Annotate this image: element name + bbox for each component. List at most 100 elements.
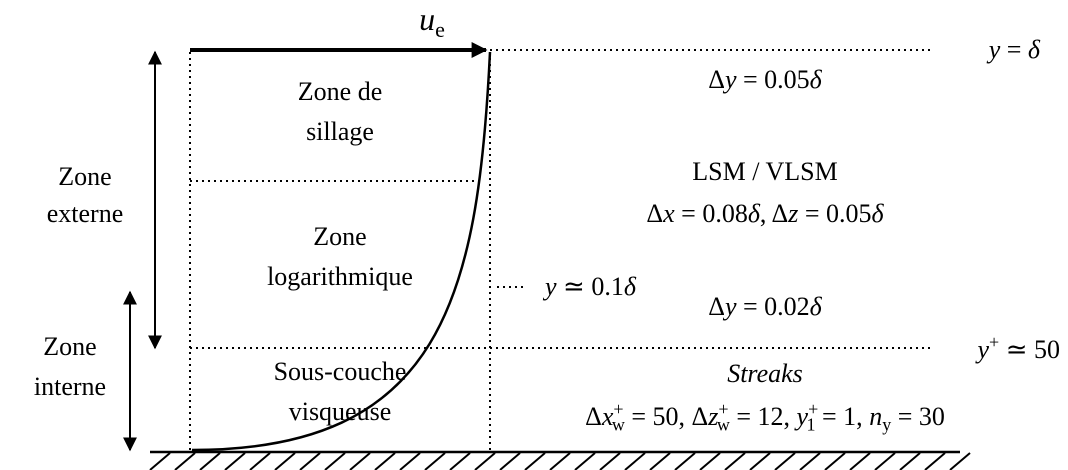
zone-label: visqueuse [289, 397, 392, 426]
velocity-profile [191, 51, 492, 452]
level-label: y ≃ 0.1δ [542, 272, 637, 301]
hatch [274, 452, 296, 470]
text-part: δ [748, 199, 761, 228]
text-part: + [613, 399, 623, 419]
hatch [899, 452, 921, 470]
hatch [174, 452, 196, 470]
text-part: 1 [807, 415, 816, 435]
text-part: y [542, 272, 557, 301]
text-part: y [986, 35, 1001, 64]
wall [149, 450, 971, 470]
region-label: interne [34, 372, 106, 401]
text-part: Δ [708, 65, 725, 94]
hatch [724, 452, 746, 470]
hatch [449, 452, 471, 470]
text-part: u [419, 1, 435, 37]
zone-label: sillage [306, 117, 374, 146]
hatch [424, 452, 446, 470]
hatch [874, 452, 896, 470]
zone-label: logarithmique [267, 262, 413, 291]
text-part: Δ [585, 402, 602, 431]
resolution-label: Δx = 0.08δ, Δz = 0.05δ [646, 199, 884, 228]
text-part: = 0.05 [798, 199, 871, 228]
hatch [674, 452, 696, 470]
hatch [474, 452, 496, 470]
text-part: = 0.02 [737, 292, 810, 321]
text-part: + [989, 332, 999, 352]
hatch [824, 452, 846, 470]
hatch [774, 452, 796, 470]
resolution-label: Δx+ w = 50, Δz+ w = 12, y+ 1 = 1, ny = 30 [585, 399, 945, 435]
hatch [324, 452, 346, 470]
region-label: externe [47, 199, 124, 228]
hatch [849, 452, 871, 470]
text-part: + [718, 399, 728, 419]
hatch [199, 452, 221, 470]
hatch [799, 452, 821, 470]
resolution-label: Δy = 0.05δ [708, 65, 822, 94]
text-part: y [722, 292, 737, 321]
hatch [924, 452, 946, 470]
text-part: , Δ [760, 199, 788, 228]
hatch [549, 452, 571, 470]
text-part: = 30 [891, 402, 945, 431]
text-part: = 50, Δ [625, 402, 708, 431]
text-part: n [869, 402, 882, 431]
zone-label: Zone [313, 222, 366, 251]
hatch [149, 452, 171, 470]
text-part: δ [810, 292, 823, 321]
text-part: z [707, 402, 718, 431]
hatch [349, 452, 371, 470]
box [189, 49, 930, 450]
velocity-label: ue [419, 1, 445, 42]
zone-label: Zone de [298, 77, 382, 106]
region-label: Zone [58, 162, 111, 191]
resolution-label: LSM / VLSM [692, 157, 837, 186]
text-part: Δ [646, 199, 663, 228]
text-part: δ [872, 199, 885, 228]
text-part: = 0.08 [675, 199, 748, 228]
level-label: y+ ≃ 50 [975, 332, 1061, 364]
text-part: Streaks [727, 359, 803, 388]
text-part: w [717, 415, 730, 435]
text-part: y [882, 415, 891, 435]
text-part: = 0.05 [737, 65, 810, 94]
text-part: δ [810, 65, 823, 94]
hatch [374, 452, 396, 470]
text-part: = [1000, 35, 1028, 64]
zone-label: Sous-couche [274, 357, 407, 386]
hatch [574, 452, 596, 470]
text-part: z [787, 199, 798, 228]
hatch [399, 452, 421, 470]
text-part: y [975, 335, 990, 364]
text-part: + [808, 399, 818, 419]
text-part: = 1, [816, 402, 870, 431]
level-label: y = δ [986, 35, 1041, 64]
text-part: y [722, 65, 737, 94]
text-part: e [435, 17, 445, 42]
hatch [299, 452, 321, 470]
text-part: w [612, 415, 625, 435]
hatch [249, 452, 271, 470]
hatch [624, 452, 646, 470]
text-part: ≃ 50 [999, 335, 1060, 364]
text-part: y [794, 402, 809, 431]
text-part: x [662, 199, 675, 228]
text-part: LSM / VLSM [692, 157, 837, 186]
hatch [649, 452, 671, 470]
text-part: = 12, [730, 402, 797, 431]
hatch [524, 452, 546, 470]
resolution-label: Δy = 0.02δ [708, 292, 822, 321]
hatch [749, 452, 771, 470]
text-part: Δ [708, 292, 725, 321]
text-part: δ [1028, 35, 1041, 64]
hatch [499, 452, 521, 470]
text-part: x [601, 402, 614, 431]
resolution-label: Streaks [727, 359, 803, 388]
hatch [599, 452, 621, 470]
hatch [699, 452, 721, 470]
text-part: δ [624, 272, 637, 301]
hatch [949, 452, 971, 470]
hatch [224, 452, 246, 470]
